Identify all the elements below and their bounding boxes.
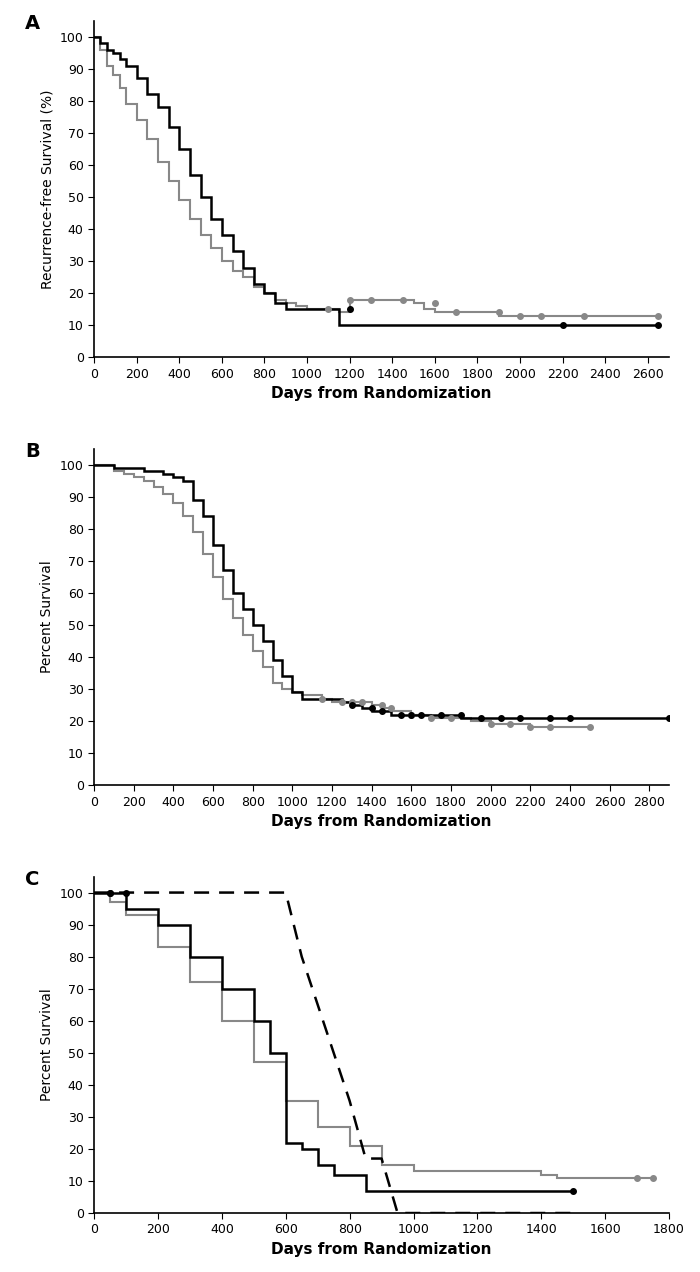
X-axis label: Days from Randomization: Days from Randomization (272, 387, 492, 401)
Text: A: A (25, 14, 40, 33)
X-axis label: Days from Randomization: Days from Randomization (272, 1241, 492, 1257)
Y-axis label: Percent Survival: Percent Survival (41, 561, 55, 673)
Y-axis label: Percent Survival: Percent Survival (41, 988, 55, 1102)
Text: C: C (25, 870, 39, 889)
X-axis label: Days from Randomization: Days from Randomization (272, 814, 492, 829)
Y-axis label: Recurrence-free Survival (%): Recurrence-free Survival (%) (41, 89, 55, 289)
Text: B: B (25, 441, 40, 460)
